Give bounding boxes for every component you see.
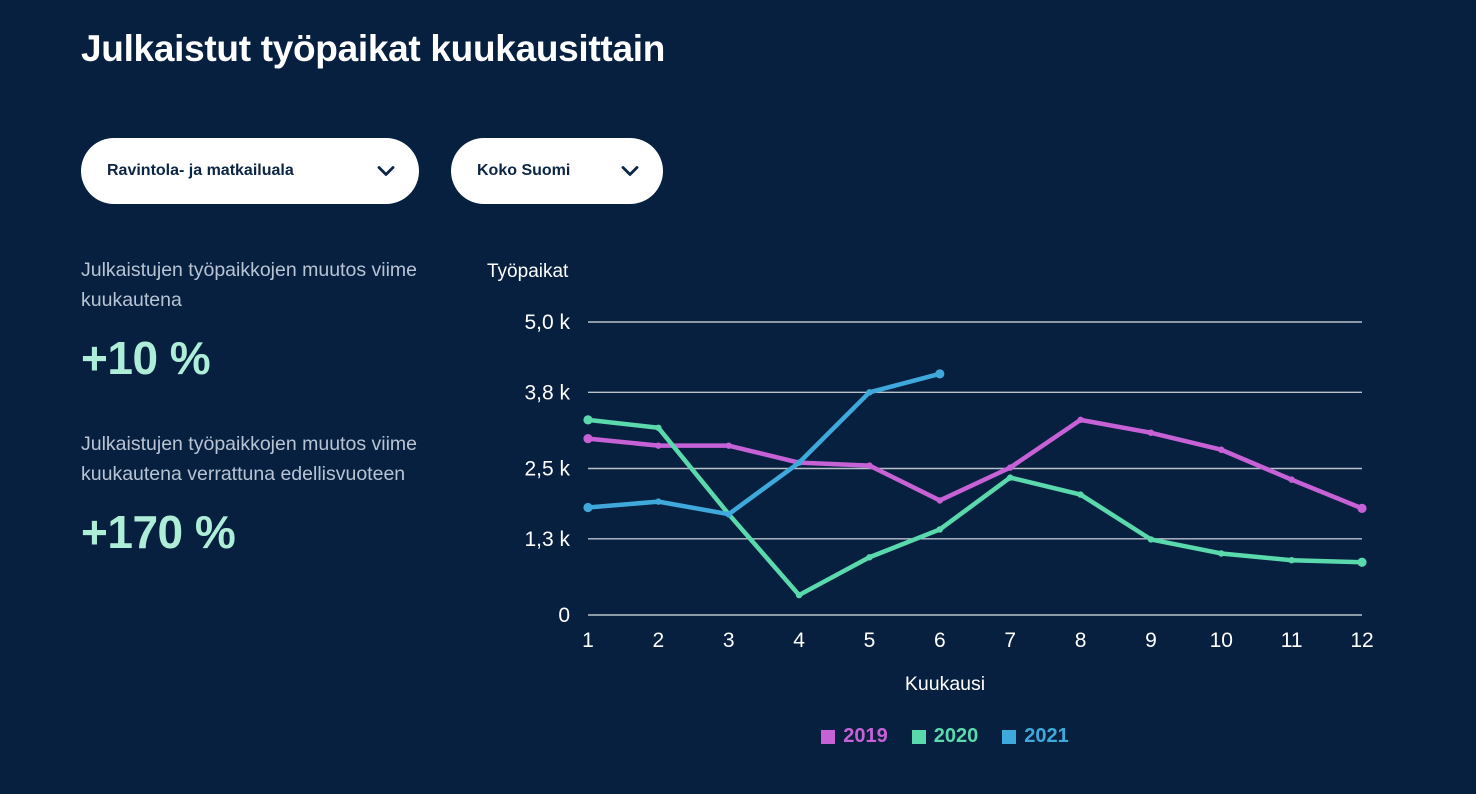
- data-point: [725, 511, 732, 518]
- x-axis-tick-label: 1: [582, 629, 594, 652]
- data-point: [1288, 557, 1295, 564]
- x-axis-tick-label: 7: [1004, 629, 1016, 652]
- data-point: [725, 442, 732, 449]
- stat-yoy-change: Julkaistujen työpaikkojen muutos viime k…: [81, 429, 441, 559]
- series-line-2020: [585, 417, 1365, 598]
- region-dropdown-value: Koko Suomi: [477, 162, 571, 179]
- chart-svg: 01,3 k2,5 k3,8 k5,0 k1 2 3 4 5 6 7 8 9 10 11 12: [524, 311, 1373, 652]
- data-point: [655, 498, 662, 505]
- y-axis-tick-label: 2,5 k: [524, 458, 570, 481]
- legend-item-2019[interactable]: 2019: [821, 725, 888, 748]
- region-dropdown[interactable]: Koko Suomi: [451, 138, 663, 204]
- data-point: [583, 415, 593, 425]
- legend-swatch-icon: [1002, 729, 1017, 744]
- legend-label: 2021: [1024, 725, 1069, 747]
- data-point: [655, 424, 662, 431]
- stat-caption: Julkaistujen työpaikkojen muutos viime k…: [81, 433, 417, 485]
- data-point: [866, 462, 873, 469]
- data-point: [1147, 429, 1155, 436]
- legend-swatch-icon: [911, 729, 926, 744]
- y-axis-tick-label: 0: [558, 604, 570, 627]
- data-point: [1147, 536, 1155, 543]
- data-point: [1006, 464, 1014, 471]
- x-axis-tick-label: 4: [793, 629, 805, 652]
- stats-panel: Julkaistujen työpaikkojen muutos viime k…: [81, 255, 441, 559]
- x-axis-tick-label: 8: [1075, 629, 1087, 652]
- series-line-2021: [585, 371, 943, 517]
- data-point: [583, 502, 593, 513]
- data-point: [1218, 550, 1225, 557]
- data-point: [1357, 503, 1367, 513]
- filter-bar: Ravintola- ja matkailuala Koko Suomi: [81, 138, 663, 204]
- x-axis-tick-label: 9: [1145, 629, 1157, 652]
- stat-caption: Julkaistujen työpaikkojen muutos viime k…: [81, 259, 417, 311]
- chevron-down-icon: [619, 160, 641, 182]
- chart-legend: 2019 2020 2021: [470, 725, 1420, 748]
- data-point: [795, 459, 803, 466]
- y-axis-tick-label: 5,0 k: [524, 311, 570, 334]
- data-point: [795, 591, 803, 599]
- legend-item-2021[interactable]: 2021: [1002, 725, 1069, 748]
- data-point: [866, 554, 873, 561]
- y-axis-title: Työpaikat: [487, 261, 569, 282]
- data-point: [935, 369, 945, 379]
- x-axis-tick-label: 2: [653, 629, 665, 652]
- data-point: [866, 389, 873, 396]
- stat-value: +10 %: [81, 332, 211, 384]
- data-point: [1077, 491, 1084, 498]
- x-axis-tick-label: 10: [1210, 629, 1233, 652]
- page-title: Julkaistut työpaikat kuukausittain: [81, 28, 666, 69]
- stat-monthly-change: Julkaistujen työpaikkojen muutos viime k…: [81, 255, 441, 385]
- data-point: [1357, 557, 1367, 567]
- industry-dropdown-value: Ravintola- ja matkailuala: [107, 162, 294, 179]
- x-axis-tick-label: 3: [723, 629, 735, 652]
- data-point: [583, 434, 593, 444]
- data-point: [936, 526, 944, 533]
- x-axis-tick-label: 6: [934, 629, 946, 652]
- data-point: [1288, 476, 1295, 483]
- stat-value: +170 %: [81, 506, 236, 558]
- line-chart-plot: 0 1,3 k 2,5 k 3,8 k 5,0 k 1 2 3 4 5 6 7 8 9 10 11 12: [470, 255, 1420, 775]
- y-axis-tick-label: 1,3 k: [524, 528, 570, 551]
- data-point: [936, 497, 944, 504]
- x-axis-tick-label: 5: [864, 629, 876, 652]
- legend-item-2020[interactable]: 2020: [911, 725, 979, 748]
- y-axis-tick-label: 3,8 k: [524, 381, 570, 404]
- chevron-down-icon: [375, 160, 397, 182]
- data-point: [655, 442, 662, 449]
- legend-label: 2019: [843, 725, 888, 747]
- legend-swatch-icon: [821, 729, 836, 744]
- data-point: [1077, 416, 1084, 424]
- series-line-2019: [585, 417, 1365, 511]
- x-axis-tick-label: 11: [1281, 629, 1303, 652]
- legend-label: 2020: [933, 725, 979, 747]
- data-point: [1006, 474, 1014, 481]
- x-axis-tick-label: 12: [1350, 629, 1373, 652]
- industry-dropdown[interactable]: Ravintola- ja matkailuala: [81, 138, 419, 204]
- data-point: [1218, 446, 1225, 453]
- x-axis-title: Kuukausi: [904, 673, 986, 695]
